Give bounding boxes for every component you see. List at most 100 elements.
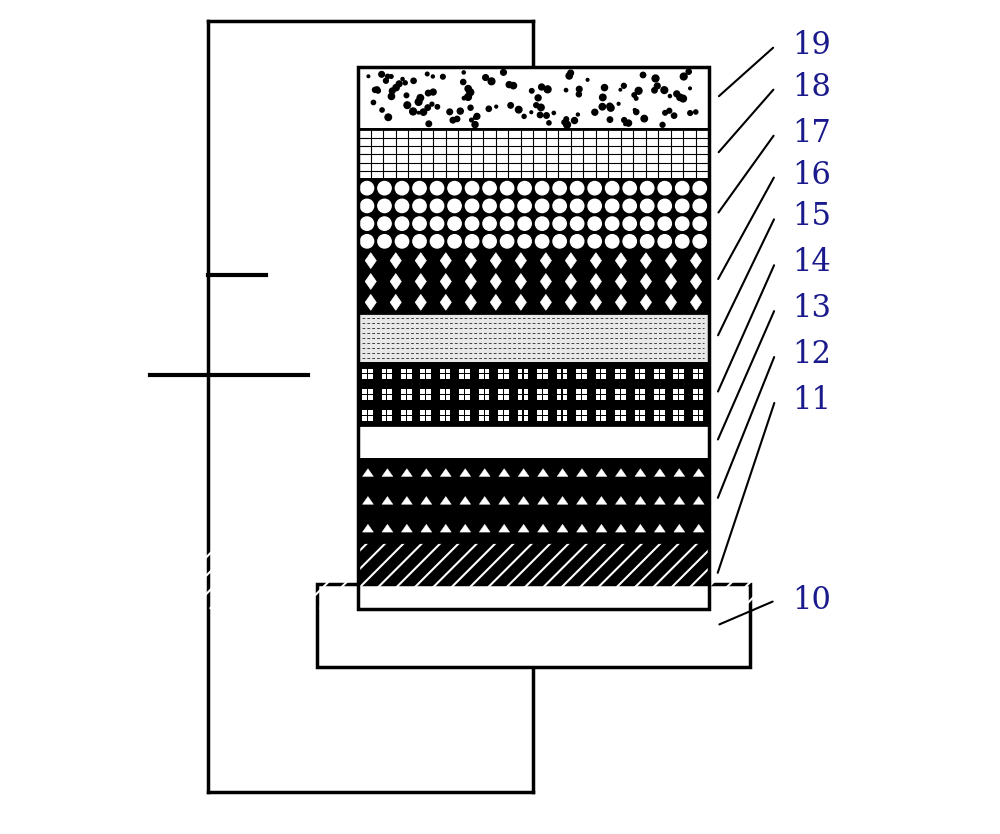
Bar — [498, 374, 503, 379]
Polygon shape — [590, 253, 601, 269]
Bar — [368, 395, 373, 400]
Polygon shape — [415, 294, 426, 310]
Polygon shape — [540, 274, 551, 289]
Circle shape — [553, 217, 566, 230]
Bar — [635, 410, 639, 415]
Polygon shape — [390, 294, 401, 310]
Polygon shape — [635, 525, 646, 532]
Bar — [407, 374, 412, 379]
Polygon shape — [615, 469, 626, 476]
Polygon shape — [654, 496, 665, 505]
Point — [672, 91, 688, 104]
Bar — [479, 389, 484, 394]
Circle shape — [378, 217, 391, 230]
Bar — [358, 542, 708, 609]
Bar — [557, 416, 561, 421]
Bar — [673, 410, 678, 415]
Polygon shape — [479, 469, 490, 476]
Circle shape — [378, 199, 391, 213]
Bar — [465, 389, 470, 394]
Circle shape — [693, 199, 706, 213]
Bar — [563, 410, 567, 415]
Polygon shape — [690, 294, 702, 310]
Text: 19: 19 — [792, 30, 831, 62]
Bar — [582, 410, 587, 415]
Bar — [635, 389, 639, 394]
Circle shape — [500, 199, 514, 213]
Polygon shape — [515, 253, 526, 269]
Polygon shape — [440, 496, 451, 505]
Bar — [679, 369, 684, 374]
Point — [666, 109, 682, 123]
Bar — [576, 416, 581, 421]
Bar — [440, 369, 445, 374]
Bar — [459, 374, 464, 379]
Polygon shape — [382, 525, 393, 532]
Circle shape — [360, 182, 374, 195]
Point — [462, 86, 478, 99]
Circle shape — [623, 199, 636, 213]
Circle shape — [623, 217, 636, 230]
Point — [374, 103, 390, 117]
Bar — [401, 389, 406, 394]
Point — [566, 114, 582, 128]
Bar — [679, 410, 684, 415]
Point — [662, 89, 678, 103]
Bar — [426, 374, 431, 379]
Bar — [504, 395, 509, 400]
Bar — [537, 395, 542, 400]
Circle shape — [535, 182, 549, 195]
Point — [397, 76, 413, 89]
Bar — [596, 369, 600, 374]
Bar — [504, 416, 509, 421]
Bar — [368, 369, 373, 374]
Point — [559, 118, 575, 132]
Bar — [382, 416, 386, 421]
Polygon shape — [590, 294, 601, 310]
Circle shape — [395, 182, 409, 195]
Bar — [407, 369, 412, 374]
Circle shape — [360, 217, 374, 230]
Polygon shape — [693, 525, 704, 532]
Bar — [465, 369, 470, 374]
Circle shape — [676, 199, 689, 213]
Point — [478, 71, 494, 84]
Point — [587, 106, 603, 119]
Point — [675, 92, 691, 105]
Text: 16: 16 — [792, 159, 831, 191]
Point — [415, 105, 431, 118]
Bar — [358, 542, 708, 609]
Bar — [440, 374, 445, 379]
Polygon shape — [635, 496, 646, 505]
Bar — [640, 410, 645, 415]
Circle shape — [535, 217, 549, 230]
Bar — [557, 369, 561, 374]
Bar — [621, 416, 626, 421]
Bar — [401, 416, 406, 421]
Polygon shape — [499, 469, 510, 476]
Bar — [640, 416, 645, 421]
Point — [411, 95, 427, 108]
Point — [682, 82, 698, 95]
Polygon shape — [540, 294, 551, 310]
Bar — [518, 416, 522, 421]
Point — [391, 77, 407, 90]
Point — [398, 88, 414, 102]
Bar — [358, 313, 708, 363]
Circle shape — [553, 199, 566, 213]
Circle shape — [395, 199, 409, 213]
Polygon shape — [490, 274, 501, 289]
Polygon shape — [665, 294, 677, 310]
Bar — [479, 416, 484, 421]
Point — [399, 98, 415, 112]
Bar — [635, 374, 639, 379]
Bar — [693, 374, 698, 379]
Polygon shape — [515, 274, 526, 289]
Bar — [368, 416, 373, 421]
Point — [503, 98, 519, 112]
Bar — [362, 416, 367, 421]
Point — [616, 113, 632, 127]
Point — [456, 92, 472, 105]
Circle shape — [518, 217, 531, 230]
Text: 15: 15 — [792, 201, 831, 233]
